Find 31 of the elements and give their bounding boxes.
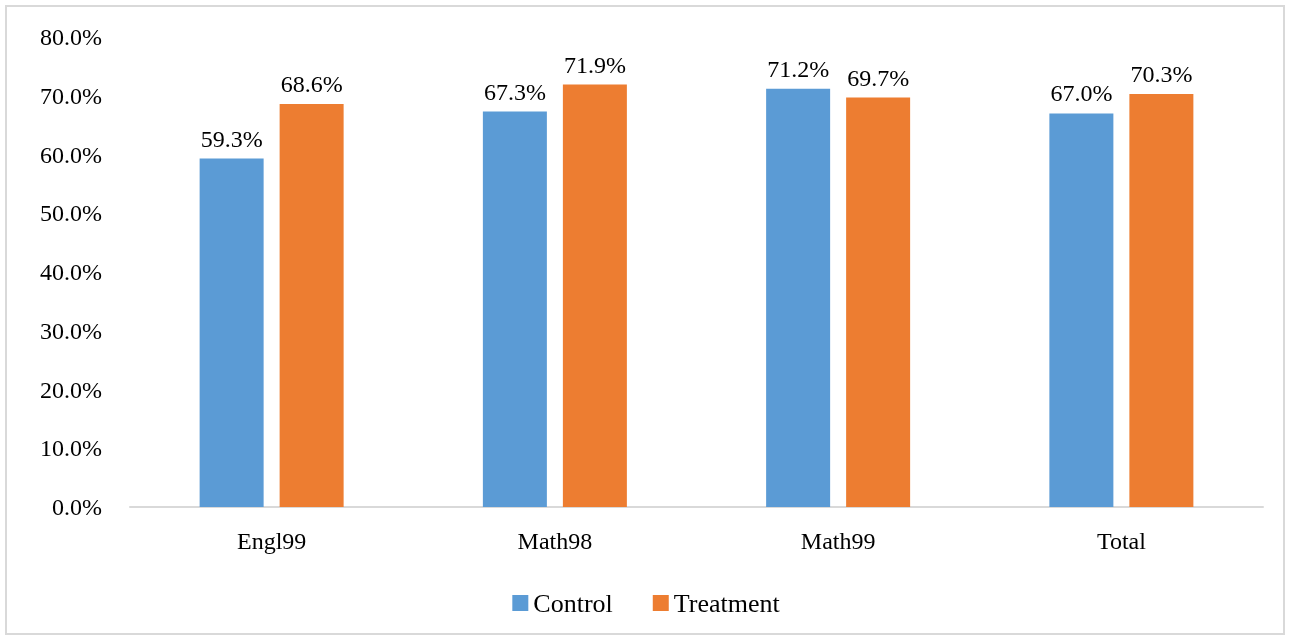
x-tick-label: Math98 xyxy=(517,528,593,554)
data-label: 69.7% xyxy=(847,64,910,91)
bar xyxy=(279,103,344,507)
x-tick-label: Math99 xyxy=(800,528,876,554)
bar xyxy=(482,111,547,507)
data-label: 59.3% xyxy=(200,125,263,152)
y-tick-label: 30.0% xyxy=(40,317,102,344)
data-label: 71.9% xyxy=(563,51,626,78)
data-label: 68.6% xyxy=(280,70,343,97)
y-tick-label: 80.0% xyxy=(40,24,102,50)
data-label: 70.3% xyxy=(1130,60,1193,87)
y-tick-label: 0.0% xyxy=(52,494,102,520)
bar xyxy=(846,97,911,507)
y-tick-label: 60.0% xyxy=(40,141,102,168)
data-label: 67.0% xyxy=(1050,80,1113,107)
bar xyxy=(1129,93,1194,507)
y-tick-label: 50.0% xyxy=(40,200,102,227)
legend-label: Control xyxy=(533,588,613,618)
bar xyxy=(766,88,831,507)
data-label: 67.3% xyxy=(483,78,546,105)
x-tick-label: Total xyxy=(1096,528,1147,554)
bar xyxy=(199,158,264,507)
x-tick-label: Engl99 xyxy=(236,528,307,554)
data-label: 71.2% xyxy=(767,55,830,82)
y-tick-label: 40.0% xyxy=(40,259,102,285)
y-tick-label: 20.0% xyxy=(40,376,102,403)
bar xyxy=(562,84,627,507)
bar xyxy=(1049,113,1114,507)
y-tick-label: 70.0% xyxy=(40,82,102,109)
y-tick-label: 10.0% xyxy=(40,435,102,462)
legend-label: Treatment xyxy=(673,588,781,618)
